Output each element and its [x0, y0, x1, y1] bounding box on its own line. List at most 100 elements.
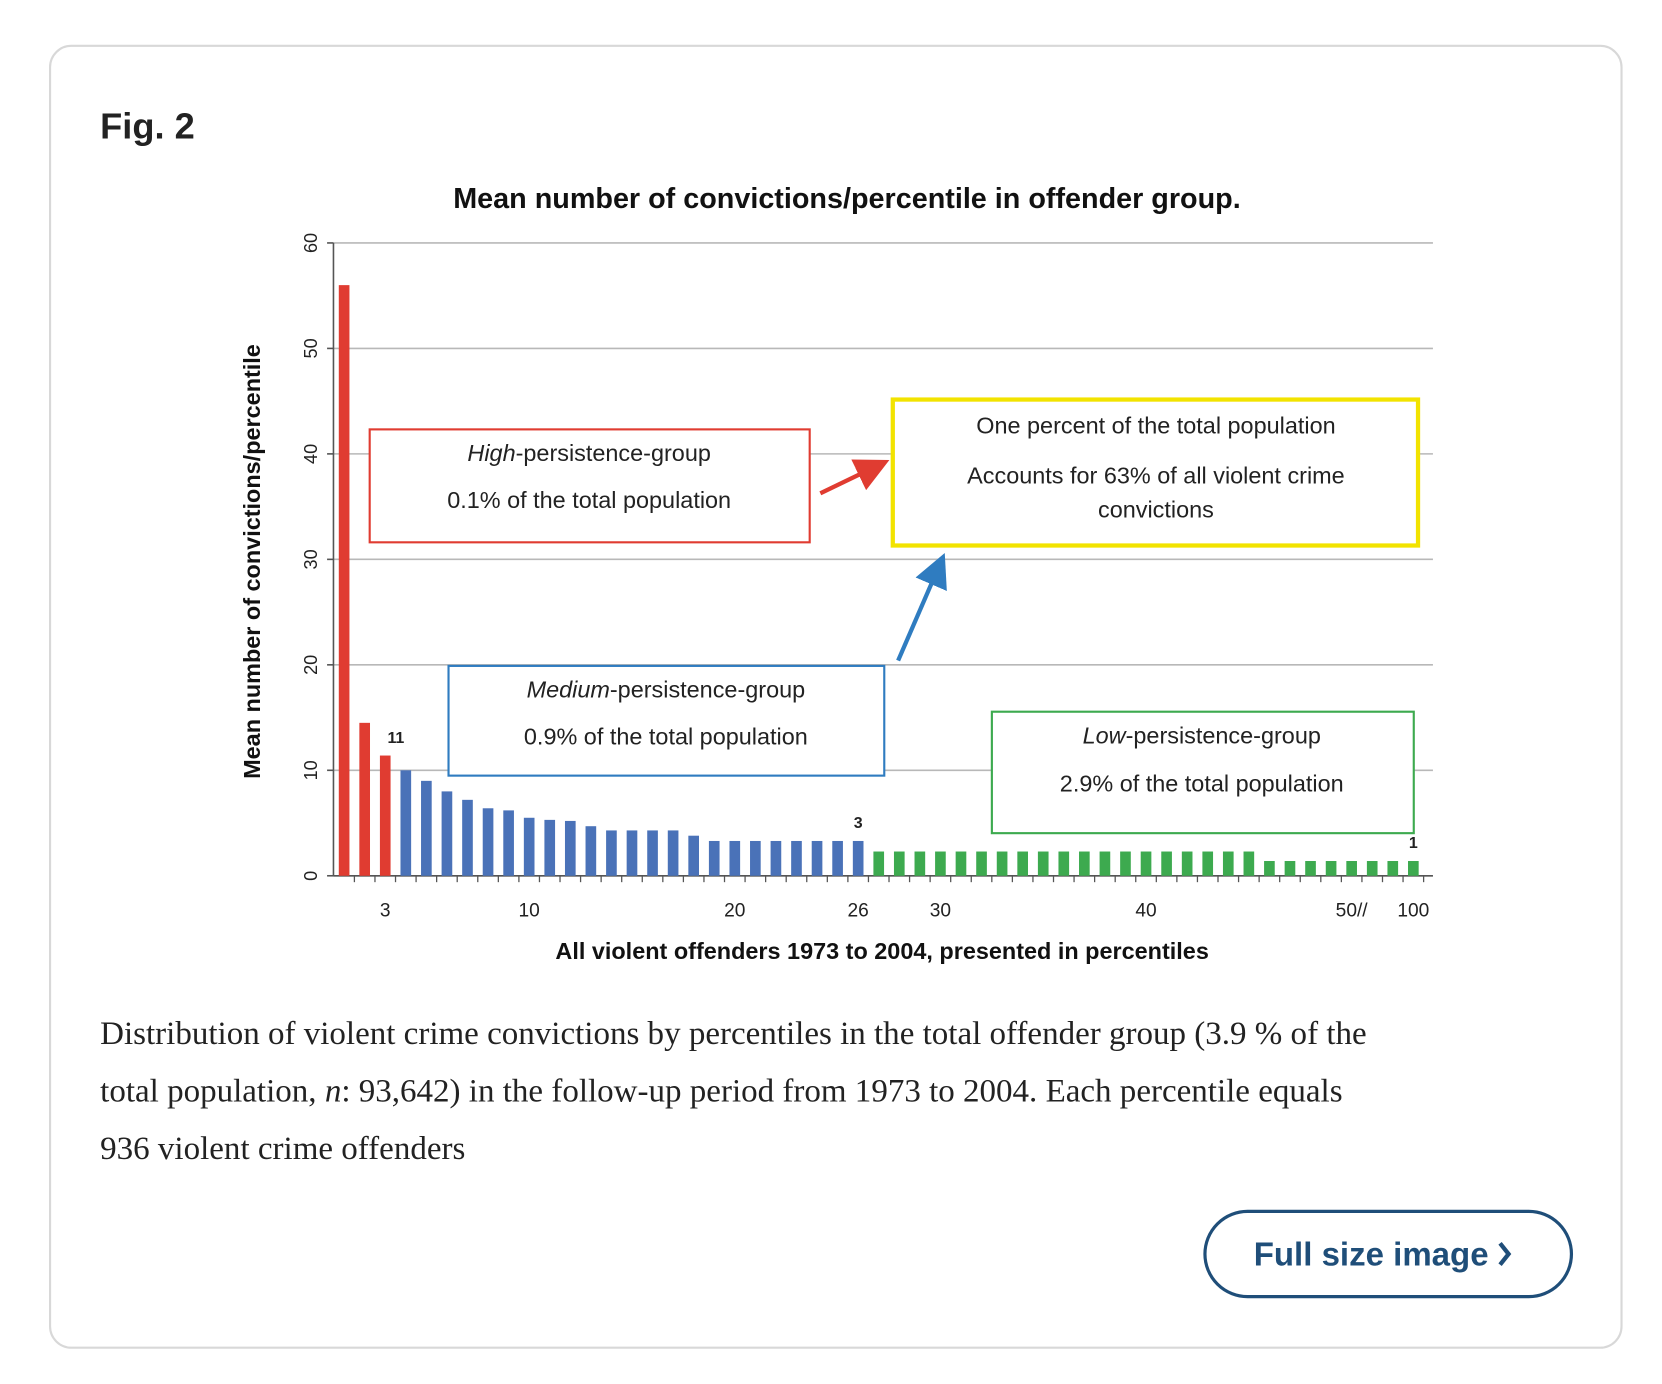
bar	[1181, 851, 1193, 876]
bar	[791, 840, 802, 876]
annotation-text: 0.1% of the total population	[447, 487, 731, 513]
button-label[interactable]: Full size image	[1254, 1236, 1489, 1273]
bar	[462, 799, 473, 876]
caption-text: n	[325, 1074, 342, 1110]
full-size-button[interactable]: Full size image	[1203, 1209, 1574, 1299]
bar	[1264, 861, 1275, 876]
bar	[1140, 851, 1152, 876]
annotation-emphasis: High	[467, 440, 515, 466]
bar	[996, 851, 1008, 876]
annotation-emphasis: Medium	[527, 677, 610, 703]
bar	[1017, 851, 1028, 876]
bar	[482, 808, 494, 876]
annotation-text: Accounts for 63% of all violent crime	[967, 463, 1345, 489]
bar	[1408, 861, 1419, 876]
button-outline[interactable]	[1203, 1209, 1574, 1299]
bar	[523, 817, 535, 876]
bar	[893, 851, 905, 876]
bar	[585, 826, 597, 876]
x-tick-label: 40	[1135, 900, 1156, 921]
annotation-title: Low-persistence-group	[1083, 722, 1321, 748]
bar	[914, 851, 926, 876]
x-tick-label: 100	[1397, 900, 1429, 921]
bar	[1346, 861, 1357, 876]
annotation-emphasis: Low	[1083, 722, 1128, 748]
bar	[359, 722, 371, 876]
figure-label: Fig. 2	[100, 106, 195, 147]
bar	[667, 830, 679, 876]
bar	[564, 820, 576, 876]
y-tick-label: 40	[301, 444, 321, 464]
y-tick-label: 30	[301, 549, 321, 569]
bar	[1305, 861, 1316, 876]
annotation-text: 2.9% of the total population	[1060, 770, 1344, 796]
chevron-icon[interactable]	[1498, 1242, 1512, 1266]
bar	[503, 810, 514, 876]
bar	[1366, 861, 1378, 876]
bar	[1202, 851, 1214, 876]
y-tick-label: 50	[301, 338, 321, 358]
bar	[976, 851, 987, 876]
bar	[1079, 851, 1090, 876]
x-tick-label: 20	[724, 900, 745, 921]
bar	[1325, 861, 1337, 876]
caption-text: : 93,642) in the follow-up period from 1…	[341, 1074, 1342, 1110]
x-tick-label: 3	[380, 900, 391, 921]
x-tick-label: 26	[848, 900, 869, 921]
annotation-title-rest: -persistence-group	[516, 440, 711, 466]
bar	[400, 770, 412, 876]
bar	[1037, 851, 1049, 876]
bar	[421, 780, 432, 876]
chart-title: Mean number of convictions/percentile in…	[453, 183, 1241, 215]
y-axis-label: Mean number of convictions/percentile	[239, 344, 265, 779]
annotation-box	[447, 664, 886, 777]
bar	[729, 840, 741, 876]
bar	[873, 851, 885, 876]
caption-text: total population,	[100, 1074, 325, 1110]
y-tick-label: 10	[301, 760, 321, 780]
bar	[935, 851, 946, 876]
y-tick-label: 20	[301, 655, 321, 675]
bar	[955, 851, 967, 876]
x-tick-label: 50//	[1336, 900, 1369, 921]
bar	[832, 840, 843, 876]
bar	[770, 840, 782, 876]
bar	[708, 840, 720, 876]
x-tick-label: 10	[519, 900, 540, 921]
caption-line: total population, n: 93,642) in the foll…	[100, 1074, 1342, 1110]
arrow	[819, 459, 890, 496]
annotation-text: convictions	[1098, 497, 1214, 523]
annotation-title-rest: -persistence-group	[610, 677, 805, 703]
bar	[750, 840, 761, 876]
bar	[379, 755, 391, 876]
caption-text: Distribution of violent crime conviction…	[100, 1016, 1367, 1052]
annotation-text: 0.9% of the total population	[524, 724, 808, 750]
bar	[1243, 851, 1255, 876]
value-label: 11	[387, 730, 404, 747]
annotation-box	[990, 710, 1415, 835]
value-label: 3	[854, 815, 863, 832]
annotation-box	[890, 397, 1421, 548]
bar	[1161, 851, 1172, 876]
caption-line: 936 violent crime offenders	[100, 1131, 465, 1167]
annotation-title: One percent of the total population	[976, 412, 1335, 438]
bar	[688, 835, 699, 876]
x-axis-label: All violent offenders 1973 to 2004, pres…	[555, 938, 1208, 964]
value-label: 1	[1409, 835, 1418, 852]
bar	[626, 830, 638, 876]
bar	[338, 285, 350, 876]
bar	[1284, 861, 1296, 876]
y-tick-label: 0	[301, 871, 321, 881]
bar	[1120, 851, 1131, 876]
annotation-box	[368, 428, 811, 544]
bar	[811, 840, 823, 876]
bar	[1099, 851, 1111, 876]
bar	[1222, 851, 1234, 876]
y-tick-label: 60	[301, 233, 321, 253]
caption-text: 936 violent crime offenders	[100, 1131, 465, 1167]
bar	[852, 840, 864, 876]
bar	[544, 819, 556, 876]
bar	[1058, 851, 1070, 876]
